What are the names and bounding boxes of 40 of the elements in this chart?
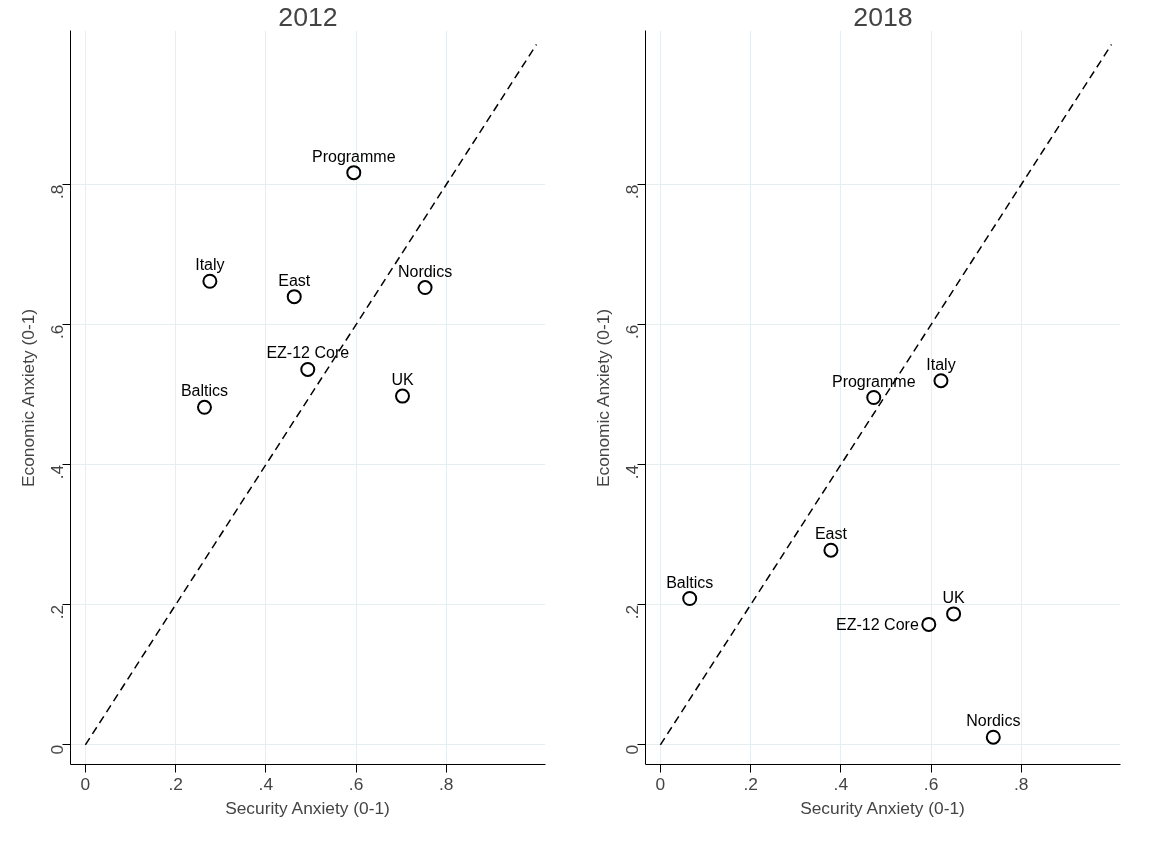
x-tick-label: .8 [439, 773, 454, 794]
chart-title: 2018 [853, 1, 913, 32]
y-tick-label: .6 [47, 324, 68, 340]
x-axis-title: Security Anxiety (0-1) [800, 797, 965, 818]
chart-title: 2012 [278, 1, 338, 32]
series-label: Programme [312, 147, 396, 165]
y-tick-label: .4 [622, 464, 643, 480]
series-label: Nordics [397, 262, 453, 280]
y-tick-label: 0 [622, 744, 643, 755]
x-tick-label: .4 [258, 773, 274, 794]
series-label: Italy [195, 256, 225, 274]
series-label: UK [942, 588, 966, 606]
x-tick-label: .8 [1014, 773, 1029, 794]
series-label: Baltics [180, 382, 229, 400]
series-label: Programme [831, 372, 916, 390]
y-tick-label: .8 [622, 184, 643, 200]
series-label: UK [391, 371, 414, 389]
x-tick-label: 0 [80, 773, 91, 794]
series-label: East [814, 525, 848, 543]
x-axis-title: Security Anxiety (0-1) [225, 797, 390, 818]
y-axis-title: Economic Anxiety (0-1) [17, 308, 38, 488]
x-tick-label: .2 [743, 773, 758, 794]
y-tick-label: .4 [47, 464, 68, 480]
y-tick-label: .6 [622, 324, 643, 340]
series-label: Nordics [966, 712, 1021, 730]
series-label: EZ-12 Core [266, 344, 350, 362]
y-tick-label: .2 [622, 604, 643, 620]
series-label: Italy [926, 355, 956, 373]
series-label: Baltics [666, 573, 714, 591]
y-axis-title: Economic Anxiety (0-1) [592, 308, 613, 488]
x-tick-label: .6 [923, 773, 939, 794]
y-tick-label: .8 [47, 184, 68, 200]
series-label: EZ-12 Core [836, 615, 919, 633]
y-tick-label: 0 [47, 744, 68, 755]
y-tick-label: .2 [47, 604, 68, 620]
x-tick-label: 0 [655, 773, 666, 794]
x-tick-label: .6 [348, 773, 364, 794]
series-label: East [278, 271, 311, 289]
x-tick-label: .2 [168, 773, 183, 794]
x-tick-label: .4 [833, 773, 849, 794]
